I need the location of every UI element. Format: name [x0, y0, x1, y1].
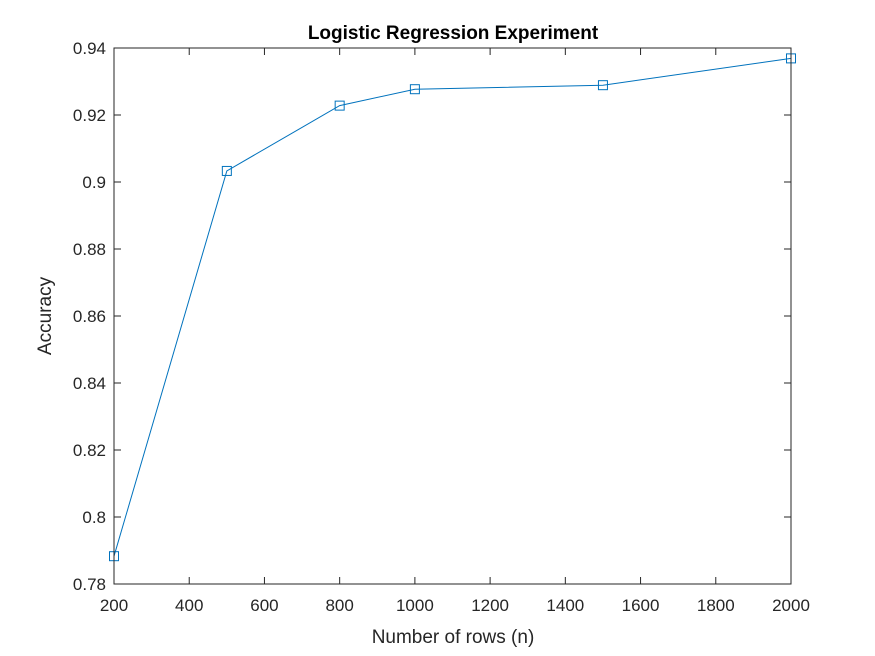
series-line [113, 57, 792, 557]
y-tick-label: 0.8 [82, 508, 106, 527]
y-tick-label: 0.78 [73, 575, 106, 594]
x-tick-label: 1000 [396, 596, 434, 615]
y-tick-label: 0.92 [73, 106, 106, 125]
data-point-marker [409, 84, 420, 95]
plot-area [114, 48, 791, 584]
chart-title: Logistic Regression Experiment [308, 23, 599, 44]
y-tick-label: 0.94 [73, 39, 106, 58]
data-point-marker [221, 165, 232, 176]
x-tick-label: 1600 [622, 596, 660, 615]
data-point-marker [597, 80, 608, 91]
x-axis-label: Number of rows (n) [372, 627, 535, 648]
data-point-marker [334, 100, 345, 111]
y-tick-label: 0.88 [73, 240, 106, 259]
y-tick-label: 0.9 [82, 173, 106, 192]
y-axis-label: Accuracy [35, 276, 56, 355]
x-tick-label: 200 [100, 596, 128, 615]
x-tick-label: 2000 [772, 596, 810, 615]
x-axis: 200 400 600 800 1000 1200 1400 1600 1800 2000 [100, 48, 810, 615]
x-tick-label: 1800 [697, 596, 735, 615]
y-tick-label: 0.84 [73, 374, 106, 393]
x-tick-label: 1400 [546, 596, 584, 615]
axes-box [113, 47, 792, 585]
x-tick-label: 600 [250, 596, 278, 615]
y-tick-label: 0.82 [73, 441, 106, 460]
x-tick-label: 400 [175, 596, 203, 615]
x-tick-label: 1200 [471, 596, 509, 615]
x-tick-label: 800 [325, 596, 353, 615]
y-tick-label: 0.86 [73, 307, 106, 326]
y-axis: 0.78 0.8 0.82 0.84 0.86 0.88 0.9 0.92 0.94 [73, 39, 791, 594]
